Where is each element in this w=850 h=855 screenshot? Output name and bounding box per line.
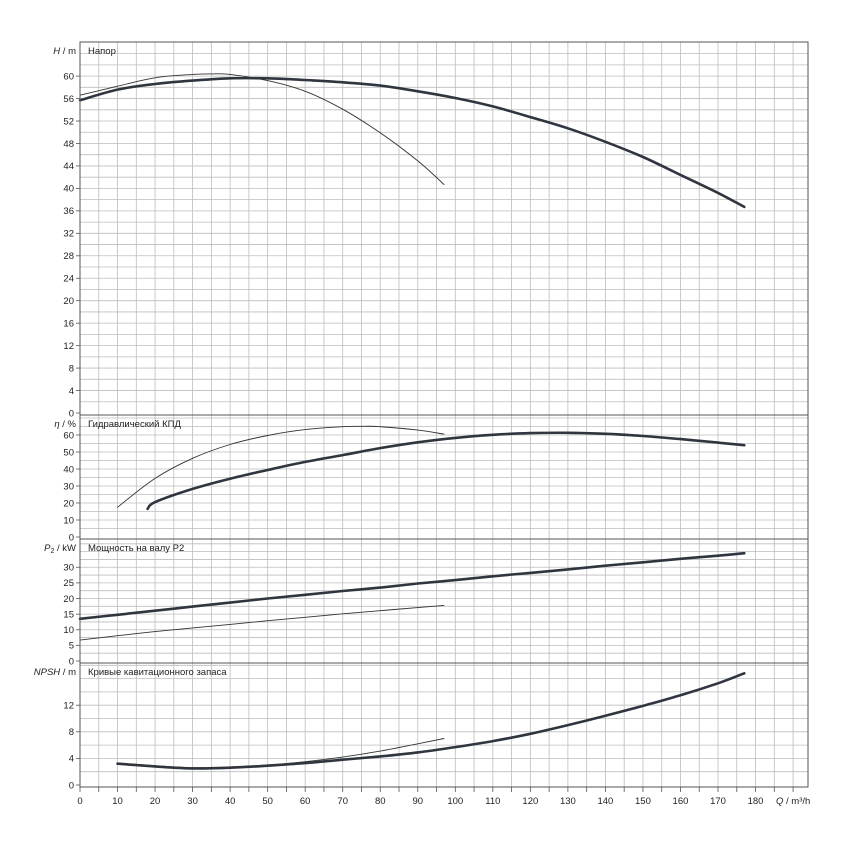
x-tick-label: 80 — [375, 796, 386, 807]
x-tick-label: 170 — [710, 796, 726, 807]
y-tick-label: 20 — [63, 296, 74, 307]
y-tick-label: 5 — [69, 641, 74, 652]
y-tick-label: 8 — [69, 727, 74, 738]
y-tick-label: 40 — [63, 464, 74, 475]
y-axis-variable: H — [53, 46, 60, 57]
y-tick-label: 30 — [63, 481, 74, 492]
curve-efficiency-thin — [117, 425, 445, 508]
y-tick-label: 0 — [69, 656, 74, 667]
x-tick-label: 180 — [748, 796, 764, 807]
y-tick-label: 48 — [63, 139, 74, 150]
y-tick-label: 4 — [69, 386, 74, 397]
frame-layer — [76, 41, 809, 792]
y-axis-label-efficiency: η / % — [54, 419, 76, 430]
x-tick-label: 110 — [485, 796, 500, 807]
curve-npsh-bold — [116, 672, 746, 770]
y-tick-label: 32 — [63, 229, 74, 240]
panel-frame-npsh — [79, 662, 809, 788]
y-axis-variable: NPSH — [34, 667, 61, 678]
y-tick-label: 52 — [63, 116, 74, 127]
x-tick-label: 150 — [635, 796, 651, 807]
y-tick-label: 30 — [63, 563, 74, 574]
x-tick-label: 10 — [112, 796, 123, 807]
curve-head-bold — [78, 76, 746, 209]
curve-efficiency-bold — [146, 431, 746, 511]
y-axis-unit: / % — [60, 419, 77, 430]
panel-title-head: Напор — [88, 46, 116, 57]
curve-layer — [78, 73, 746, 770]
y-axis-variable: η — [54, 419, 59, 430]
panel-frame-head — [79, 41, 809, 416]
y-axis-label-npsh: NPSH / m — [34, 667, 76, 678]
y-tick-label: 8 — [69, 363, 74, 374]
x-tick-label: 140 — [597, 796, 613, 807]
x-tick-label: 100 — [447, 796, 463, 807]
panel-frame-efficiency — [79, 414, 809, 540]
y-tick-label: 50 — [63, 447, 74, 458]
y-tick-label: 15 — [63, 609, 74, 620]
x-tick-label: 40 — [225, 796, 236, 807]
curve-power-thin — [79, 604, 445, 641]
x-tick-label: 50 — [262, 796, 273, 807]
y-tick-label: 28 — [63, 251, 74, 262]
x-axis-label: Q / m³/h — [776, 796, 810, 807]
y-tick-label: 4 — [69, 754, 74, 765]
curve-power-bold — [78, 551, 746, 621]
y-tick-label: 36 — [63, 206, 74, 217]
y-tick-label: 0 — [69, 532, 74, 543]
y-tick-label: 24 — [63, 274, 74, 285]
y-tick-label: 0 — [69, 780, 74, 791]
y-axis-label-power: P2 / kW — [44, 543, 76, 555]
panel-title-power: Мощность на валу P2 — [88, 543, 184, 554]
y-tick-label: 20 — [63, 498, 74, 509]
y-tick-label: 10 — [63, 625, 74, 636]
x-tick-label: 60 — [300, 796, 311, 807]
x-tick-label: 0 — [77, 796, 82, 807]
y-tick-label: 0 — [69, 408, 74, 419]
y-tick-label: 56 — [63, 94, 74, 105]
x-tick-label: 30 — [187, 796, 198, 807]
x-tick-label: 20 — [150, 796, 161, 807]
y-axis-label-head: H / m — [53, 46, 76, 57]
y-tick-label: 44 — [63, 161, 74, 172]
y-tick-label: 60 — [63, 430, 74, 441]
x-tick-label: 90 — [412, 796, 423, 807]
y-tick-label: 20 — [63, 594, 74, 605]
x-tick-label: 120 — [522, 796, 538, 807]
y-tick-label: 12 — [63, 701, 74, 712]
curve-head-thin — [79, 73, 445, 185]
x-axis-unit: / m³/h — [783, 796, 810, 807]
curve-npsh-thin — [117, 738, 445, 769]
panel-title-efficiency: Гидравлический КПД — [88, 419, 181, 430]
y-tick-label: 16 — [63, 318, 74, 329]
x-axis-variable: Q — [776, 796, 784, 807]
y-tick-label: 10 — [63, 515, 74, 526]
y-axis-unit: / m — [60, 667, 76, 678]
y-axis-variable: P — [44, 543, 51, 554]
x-tick-label: 160 — [673, 796, 689, 807]
panel-title-npsh: Кривые кавитационного запаса — [88, 667, 227, 678]
y-tick-label: 12 — [63, 341, 74, 352]
y-axis-subscript: 2 — [50, 548, 54, 555]
x-tick-label: 70 — [337, 796, 348, 807]
y-axis-unit: / m — [60, 46, 76, 57]
y-tick-label: 60 — [63, 71, 74, 82]
y-axis-unit: / kW — [54, 543, 76, 554]
y-tick-label: 40 — [63, 184, 74, 195]
x-tick-label: 130 — [560, 796, 576, 807]
y-tick-label: 25 — [63, 578, 74, 589]
